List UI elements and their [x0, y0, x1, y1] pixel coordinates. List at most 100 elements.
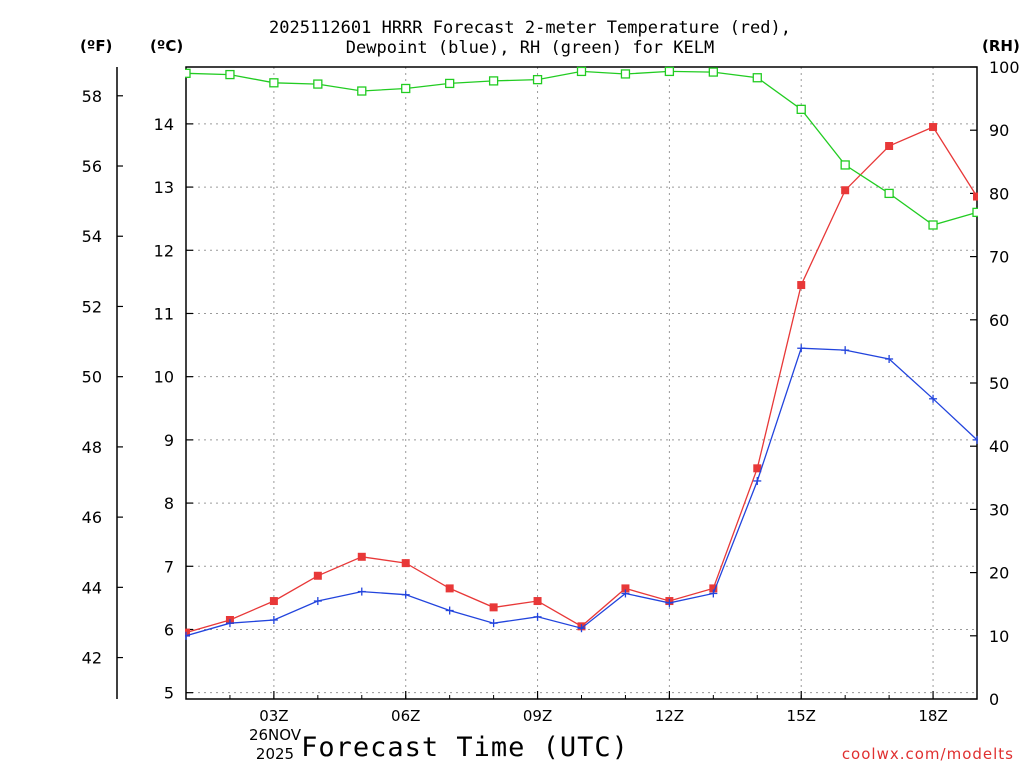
- fahrenheit-tick-label: 56: [82, 157, 102, 176]
- credit-link[interactable]: coolwx.com/modelts: [841, 745, 1014, 763]
- temperature-series: [185, 123, 978, 637]
- dewpoint-point: [577, 624, 586, 633]
- fahrenheit-tick-label: 46: [82, 508, 102, 527]
- temperature-point: [797, 281, 806, 290]
- rh-point: [972, 207, 978, 218]
- temperature-point: [445, 584, 454, 593]
- fahrenheit-tick-label: 58: [82, 87, 102, 106]
- dewpoint-point: [185, 631, 190, 640]
- fahrenheit-tick-label: 42: [82, 649, 102, 668]
- rh-point: [884, 188, 894, 199]
- dewpoint-point: [489, 619, 498, 628]
- rh-point: [357, 86, 367, 96]
- celsius-tick-label: 6: [164, 620, 174, 639]
- temperature-point: [533, 597, 542, 606]
- dewpoint-point: [665, 598, 674, 607]
- dewpoint-point: [269, 616, 278, 624]
- dewpoint-point: [621, 589, 630, 598]
- celsius-tick-label: 13: [154, 178, 174, 197]
- dewpoint-point: [533, 612, 542, 621]
- dewpoint-point: [709, 589, 718, 598]
- rh-tick-label: 70: [989, 248, 1009, 267]
- celsius-tick-label: 8: [164, 494, 174, 513]
- dewpoint-series: [185, 344, 978, 640]
- rh-point: [185, 68, 191, 78]
- temperature-point: [621, 584, 630, 593]
- dewpoint-point: [885, 354, 894, 363]
- rh-tick-label: 90: [989, 121, 1009, 140]
- rh-point: [313, 79, 323, 89]
- celsius-tick-label: 9: [164, 431, 174, 450]
- temperature-point: [489, 603, 498, 612]
- rh-point: [225, 69, 235, 80]
- rh-tick-label: 40: [989, 437, 1009, 456]
- celsius-unit-label: (ºC): [150, 37, 184, 55]
- x-tick-label: 06Z: [391, 707, 420, 725]
- rh-point: [664, 66, 675, 77]
- dewpoint-point: [225, 619, 234, 628]
- temperature-point: [753, 464, 762, 473]
- rh-tick-label: 100: [989, 58, 1020, 77]
- temperature-point: [401, 559, 410, 568]
- dewpoint-point: [841, 346, 850, 355]
- dewpoint-point: [313, 597, 322, 606]
- rh-tick-label: 0: [989, 690, 999, 709]
- dewpoint-point: [929, 394, 938, 403]
- rh-point: [796, 104, 806, 114]
- temperature-point: [709, 584, 718, 593]
- celsius-tick-label: 11: [154, 304, 174, 323]
- plot-frame: [185, 66, 978, 700]
- rh-point: [840, 160, 850, 170]
- rh-point: [752, 73, 762, 83]
- dewpoint-point: [357, 587, 366, 596]
- rh-tick-label: 50: [989, 374, 1009, 393]
- fahrenheit-unit-label: (ºF): [80, 37, 113, 55]
- rh-point: [445, 78, 455, 89]
- rh-point: [708, 67, 718, 77]
- celsius-tick-label: 10: [154, 368, 174, 387]
- dewpoint-line: [185, 347, 978, 637]
- x-tick-label: 03Z: [259, 707, 288, 725]
- celsius-tick-label: 7: [164, 557, 174, 576]
- rh-line: [185, 70, 978, 226]
- rh-tick-label: 30: [989, 500, 1009, 519]
- dewpoint-point: [401, 590, 410, 599]
- dewpoint-point: [445, 606, 454, 615]
- chart-title-line2: Dewpoint (blue), RH (green) for KELM: [345, 38, 715, 58]
- temperature-point: [185, 628, 190, 637]
- temperature-point: [269, 597, 278, 606]
- fahrenheit-tick-label: 44: [82, 578, 102, 597]
- rh-tick-label: 20: [989, 564, 1009, 583]
- chart-title-line1: 2025112601 HRRR Forecast 2-meter Tempera…: [269, 18, 791, 38]
- temperature-line: [185, 126, 978, 634]
- celsius-tick-label: 12: [154, 241, 174, 260]
- rh-tick-label: 80: [989, 184, 1009, 203]
- dewpoint-point: [973, 435, 978, 444]
- x-tick-label: 12Z: [655, 707, 684, 725]
- rh-point: [928, 220, 938, 230]
- dewpoint-point: [753, 476, 762, 485]
- temperature-point: [313, 571, 322, 580]
- rh-tick-label: 10: [989, 627, 1009, 646]
- fahrenheit-tick-label: 54: [82, 227, 102, 246]
- x-tick-label: 18Z: [918, 707, 947, 725]
- temperature-point: [357, 552, 366, 561]
- celsius-tick-label: 5: [164, 684, 174, 703]
- rh-series: [185, 66, 978, 230]
- rh-point: [576, 66, 587, 77]
- x-date-line1: 26NOV: [248, 726, 302, 744]
- fahrenheit-tick-label: 48: [82, 438, 102, 457]
- x-date-line2: 2025: [255, 745, 295, 763]
- fahrenheit-tick-label: 50: [82, 368, 102, 387]
- x-tick-label: 09Z: [523, 707, 552, 725]
- temperature-point: [929, 123, 938, 132]
- rh-point: [488, 76, 499, 86]
- temperature-point: [885, 142, 894, 150]
- data-series: [185, 66, 978, 640]
- rh-point: [269, 78, 279, 88]
- fahrenheit-tick-label: 52: [82, 297, 102, 316]
- rh-point: [401, 83, 411, 94]
- rh-unit-label: (RH): [982, 37, 1020, 55]
